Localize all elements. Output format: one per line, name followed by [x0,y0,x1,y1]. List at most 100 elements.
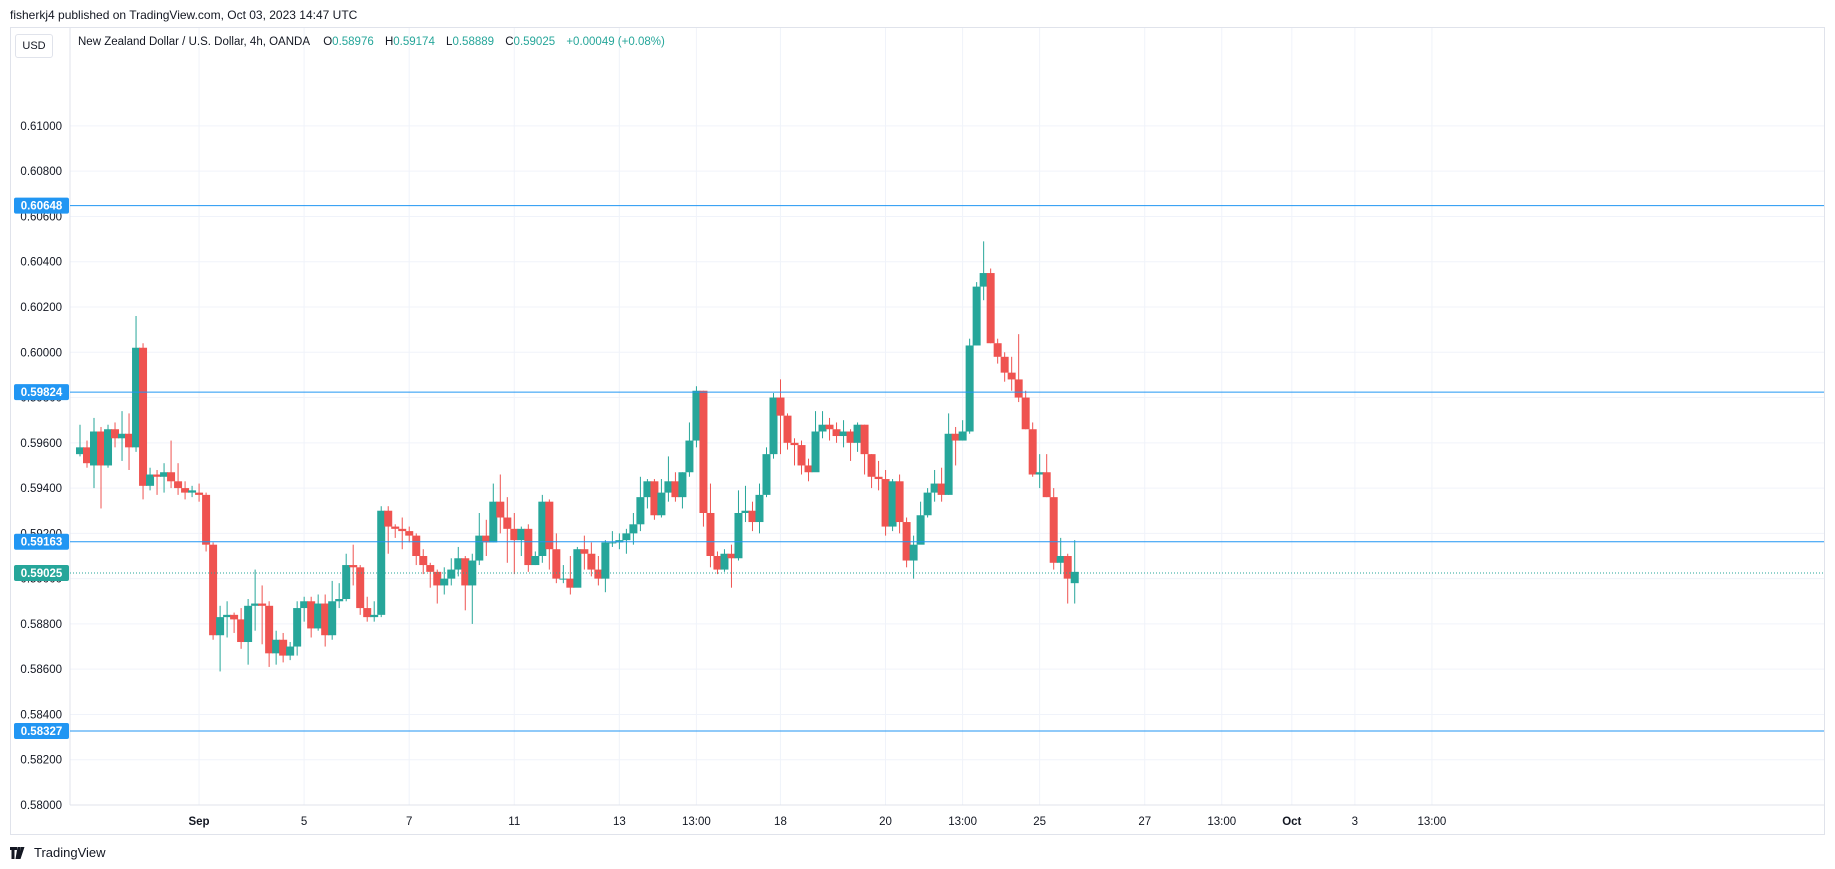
candle-body-up[interactable] [293,608,302,647]
candle-body-down[interactable] [706,512,715,556]
candle-body-down[interactable] [1014,379,1023,398]
candle-body-down[interactable] [783,415,792,443]
candle-body-up[interactable] [629,524,638,534]
candle-body-up[interactable] [573,549,582,588]
candle-body-down[interactable] [419,556,428,566]
candle-body-down[interactable] [139,347,148,486]
candle-body-down[interactable] [587,553,596,570]
candle-body-up[interactable] [76,447,84,455]
candle-body-up[interactable] [720,553,729,570]
candle-body-down[interactable] [496,501,505,518]
candle-body-up[interactable] [328,601,337,636]
candle-body-down[interactable] [405,531,414,536]
candle-body-down[interactable] [993,343,1002,357]
currency-unit-button[interactable]: USD [15,34,53,58]
candle-body-down[interactable] [832,429,841,437]
candle-body-down[interactable] [545,501,554,550]
candle-body-down[interactable] [566,578,575,588]
candle-body-up[interactable] [132,347,141,448]
candle-body-down[interactable] [265,605,274,654]
candle-body-up[interactable] [370,614,379,618]
candle-body-down[interactable] [349,565,358,568]
candle-body-up[interactable] [454,558,463,570]
candle-body-down[interactable] [1021,397,1030,430]
candle-body-up[interactable] [741,510,750,513]
candle-body-down[interactable] [1028,429,1037,475]
candle-body-down[interactable] [426,565,435,572]
candle-body-down[interactable] [776,397,785,416]
candle-body-up[interactable] [104,429,113,466]
candle-body-down[interactable] [790,442,799,446]
candle-body-up[interactable] [335,599,344,602]
candle-body-up[interactable] [244,605,253,643]
candle-body-down[interactable] [230,614,239,620]
candle-body-up[interactable] [965,345,974,432]
candle-body-up[interactable] [608,542,617,544]
candle-body-up[interactable] [762,454,771,495]
candle-body-down[interactable] [433,571,442,586]
candle-body-up[interactable] [930,483,939,493]
candle-body-down[interactable] [202,494,211,545]
candle-body-up[interactable] [818,424,827,432]
candle-body-down[interactable] [524,528,533,566]
candle-body-down[interactable] [279,639,288,656]
candle-body-up[interactable] [601,542,610,579]
candle-body-down[interactable] [461,558,470,586]
candle-body-up[interactable] [685,440,694,473]
candle-body-down[interactable] [237,619,246,643]
candle-body-down[interactable] [594,569,603,579]
candle-body-down[interactable] [398,528,407,532]
candle-body-up[interactable] [216,617,225,636]
candle-body-down[interactable] [412,535,421,556]
candle-body-up[interactable] [692,390,701,441]
candle-body-down[interactable] [125,433,134,448]
candle-body-down[interactable] [713,556,722,570]
candle-body-down[interactable] [356,567,365,609]
candle-body-up[interactable] [888,481,897,527]
candle-body-up[interactable] [90,431,99,466]
candle-body-up[interactable] [811,431,820,473]
candle-body-down[interactable] [951,433,960,441]
candle-body-up[interactable] [909,544,918,561]
candle-body-up[interactable] [636,497,645,525]
candle-body-up[interactable] [622,533,631,541]
candle-body-up[interactable] [538,501,547,556]
candle-body-up[interactable] [118,433,127,439]
candle-body-up[interactable] [188,490,197,493]
candle-body-up[interactable] [146,474,155,486]
candle-body-down[interactable] [321,603,330,636]
candle-body-down[interactable] [195,492,204,495]
candle-body-up[interactable] [489,501,498,543]
candle-body-down[interactable] [797,445,806,466]
candle-body-down[interactable] [174,481,183,489]
candle-body-up[interactable] [223,614,232,618]
candle-body-down[interactable] [1063,556,1072,579]
candle-body-up[interactable] [944,433,953,495]
candle-body-down[interactable] [181,488,190,493]
candle-body-up[interactable] [979,273,988,287]
candle-body-up[interactable] [475,535,484,561]
candle-body-up[interactable] [300,601,309,609]
candle-body-down[interactable] [97,431,106,466]
candle-body-up[interactable] [272,639,281,654]
candle-body-down[interactable] [482,535,491,543]
candle-body-up[interactable] [972,286,981,346]
candle-body-down[interactable] [1000,356,1009,373]
candle-body-up[interactable] [853,424,862,443]
candle-body-up[interactable] [678,472,687,498]
candle-body-up[interactable] [643,481,652,498]
candle-body-down[interactable] [846,431,855,443]
candle-body-down[interactable] [503,517,512,529]
candle-body-down[interactable] [384,510,393,527]
candle-body-down[interactable] [881,479,890,527]
candle-body-down[interactable] [258,603,267,606]
candle-body-up[interactable] [839,431,848,437]
candle-body-up[interactable] [916,515,925,545]
candle-body-up[interactable] [342,565,351,600]
candle-body-up[interactable] [377,510,386,615]
candle-body-down[interactable] [867,454,876,477]
candle-body-down[interactable] [895,481,904,523]
candle-body-down[interactable] [1049,497,1058,563]
candle-body-down[interactable] [937,483,946,495]
candle-body-up[interactable] [1056,556,1065,563]
